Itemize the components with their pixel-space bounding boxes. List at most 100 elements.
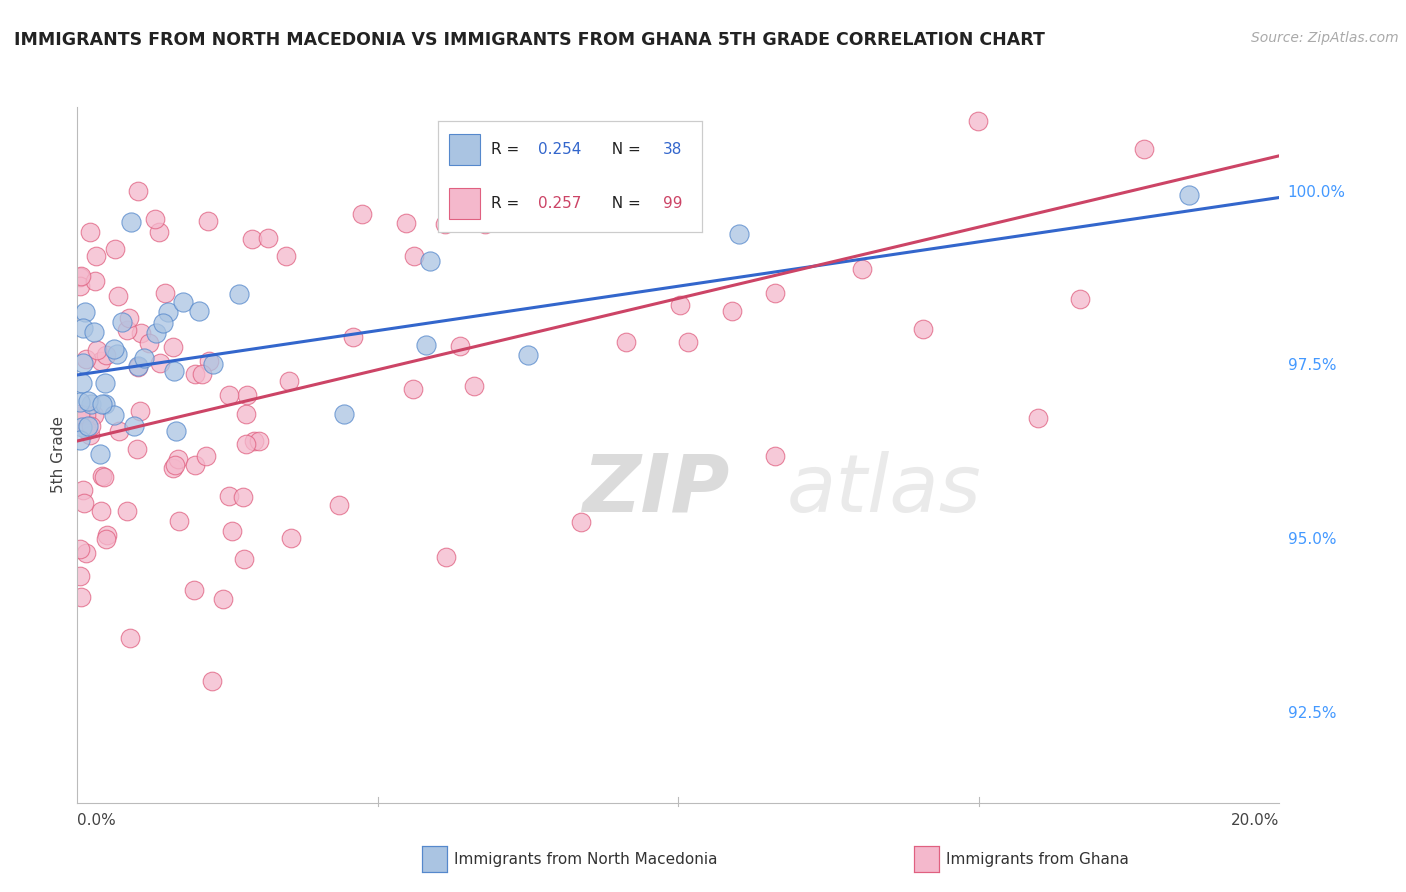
Point bbox=[966, 114, 988, 128]
Point bbox=[162, 340, 184, 354]
Point bbox=[69, 541, 91, 556]
Point bbox=[132, 351, 155, 365]
Point bbox=[402, 249, 425, 263]
Point bbox=[129, 326, 152, 341]
Text: atlas: atlas bbox=[786, 450, 981, 529]
Point bbox=[221, 524, 243, 539]
Point bbox=[84, 274, 107, 288]
Point bbox=[149, 356, 172, 370]
Point bbox=[125, 442, 148, 456]
Point bbox=[76, 423, 98, 437]
Point bbox=[274, 249, 297, 263]
Point bbox=[434, 550, 457, 565]
Point bbox=[83, 325, 105, 339]
Point bbox=[197, 214, 219, 228]
Point bbox=[72, 356, 94, 370]
Point bbox=[96, 533, 118, 547]
Point bbox=[70, 409, 93, 424]
Point bbox=[614, 334, 637, 349]
Point bbox=[163, 458, 186, 472]
Point bbox=[111, 315, 134, 329]
Point bbox=[195, 449, 218, 463]
Point bbox=[763, 450, 786, 464]
Point bbox=[350, 207, 373, 221]
Text: Immigrants from North Macedonia: Immigrants from North Macedonia bbox=[454, 853, 717, 867]
Point bbox=[70, 590, 93, 604]
Point bbox=[86, 343, 108, 358]
Point bbox=[240, 232, 263, 246]
Point bbox=[463, 379, 485, 393]
Point bbox=[402, 382, 425, 396]
Point bbox=[73, 304, 96, 318]
Point bbox=[138, 336, 160, 351]
Point bbox=[93, 470, 115, 484]
Point bbox=[69, 568, 91, 582]
Point bbox=[218, 388, 240, 402]
Point bbox=[105, 347, 128, 361]
Point bbox=[77, 419, 100, 434]
Point bbox=[72, 483, 94, 498]
Point bbox=[152, 316, 174, 330]
Point bbox=[165, 424, 187, 438]
Point bbox=[415, 338, 437, 352]
Point bbox=[107, 288, 129, 302]
Point bbox=[120, 215, 142, 229]
Point bbox=[218, 490, 240, 504]
Point bbox=[127, 359, 149, 374]
Point bbox=[129, 404, 152, 418]
Point bbox=[669, 298, 692, 312]
Point bbox=[235, 407, 257, 421]
Point bbox=[94, 376, 117, 390]
Point bbox=[474, 218, 496, 232]
Point bbox=[103, 409, 125, 423]
Point bbox=[342, 329, 364, 343]
Point bbox=[72, 321, 94, 335]
Point bbox=[183, 582, 205, 597]
Point bbox=[198, 353, 221, 368]
Point bbox=[202, 357, 225, 371]
Point bbox=[1026, 411, 1049, 425]
Point bbox=[727, 227, 749, 241]
Point bbox=[212, 591, 235, 606]
Point bbox=[720, 303, 742, 318]
Point bbox=[912, 322, 935, 336]
Point bbox=[118, 311, 141, 326]
Point bbox=[678, 335, 700, 350]
Point bbox=[328, 498, 350, 512]
Point bbox=[569, 515, 592, 529]
Point bbox=[1069, 292, 1091, 306]
Point bbox=[517, 348, 540, 362]
Text: 0.0%: 0.0% bbox=[77, 814, 117, 829]
Point bbox=[75, 352, 97, 367]
Point bbox=[80, 397, 103, 411]
Point bbox=[104, 242, 127, 256]
Point bbox=[122, 418, 145, 433]
Point bbox=[70, 268, 93, 283]
Point bbox=[148, 225, 170, 239]
Point bbox=[127, 185, 149, 199]
Point bbox=[69, 407, 91, 421]
Point bbox=[79, 428, 101, 442]
Point bbox=[395, 216, 418, 230]
Point bbox=[156, 305, 179, 319]
Point bbox=[73, 496, 96, 510]
Y-axis label: 5th Grade: 5th Grade bbox=[51, 417, 66, 493]
Point bbox=[86, 249, 108, 263]
Point bbox=[1178, 188, 1201, 202]
Point bbox=[153, 286, 176, 301]
Point bbox=[69, 395, 91, 409]
Point bbox=[90, 353, 112, 368]
Point bbox=[108, 424, 131, 438]
Point bbox=[167, 515, 190, 529]
Point bbox=[69, 270, 91, 285]
Point bbox=[449, 339, 471, 353]
Point bbox=[184, 458, 207, 472]
Point bbox=[96, 348, 118, 362]
Point bbox=[257, 231, 280, 245]
Point bbox=[763, 285, 786, 300]
Point bbox=[79, 225, 101, 239]
Point bbox=[228, 286, 250, 301]
Point bbox=[232, 490, 254, 504]
Point bbox=[201, 673, 224, 688]
Point bbox=[568, 215, 591, 229]
